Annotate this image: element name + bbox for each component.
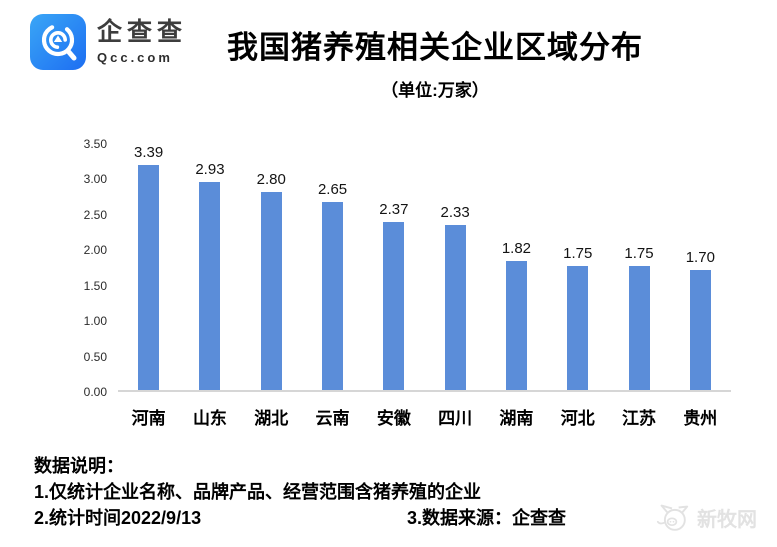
bar [138, 165, 160, 390]
x-axis-label: 湖北 [254, 409, 289, 428]
chart-subtitle: （单位:万家） [381, 81, 489, 100]
note-row: 2.统计时间2022/9/13 3.数据来源：企查查 [34, 505, 566, 531]
plot-area: 3.39 河南 2.93 山东 2.80 湖北 2.65 云南 2.37 安徽 2.33 四川 1.82… [118, 144, 731, 428]
logo-name: 企查查 [97, 17, 188, 46]
title-block: 我国猪养殖相关企业区域分布 （单位:万家） [150, 22, 720, 101]
pig-icon [656, 504, 689, 531]
bar-column: 2.80 湖北 [241, 144, 302, 428]
bar [505, 261, 527, 390]
bar-column: 2.37 安徽 [363, 144, 424, 428]
data-notes: 数据说明： 1.仅统计企业名称、品牌产品、经营范围含猪养殖的企业 2.统计时间2… [34, 453, 566, 531]
logo-domain: Qcc.com [97, 50, 173, 66]
x-axis-label: 云南 [315, 409, 350, 428]
bar-value-label: 1.75 [563, 245, 593, 262]
y-tick-label: 0.50 [83, 349, 107, 364]
bar-column: 3.39 河南 [118, 144, 179, 428]
bar [689, 269, 711, 390]
x-axis-label: 河南 [131, 409, 166, 428]
bar-value-label: 2.80 [256, 170, 286, 188]
bar-column: 2.65 云南 [302, 144, 363, 428]
bar [444, 224, 466, 390]
qcc-logo-icon [30, 14, 86, 70]
x-axis-label: 安徽 [376, 409, 411, 428]
bar-column: 1.82 湖南 [486, 144, 547, 428]
bar [260, 191, 282, 390]
x-axis-label: 四川 [438, 409, 473, 428]
bar-value-label: 2.65 [317, 181, 348, 199]
bar-value-label: 1.82 [501, 240, 532, 258]
y-tick-label: 2.00 [83, 243, 107, 258]
bar-chart: 3.50 3.00 2.50 2.00 1.50 1.00 0.50 0.00 3.39 河南 2… [84, 137, 731, 428]
bar [567, 266, 589, 390]
bar [199, 182, 221, 390]
y-axis: 3.50 3.00 2.50 2.00 1.50 1.00 0.50 0.00 [48, 137, 118, 399]
y-tick-label: 1.50 [83, 278, 107, 293]
note-line-3: 3.数据来源：企查查 [406, 508, 566, 528]
bar-value-label: 2.93 [195, 161, 225, 179]
bar-value-label: 1.70 [685, 248, 715, 266]
y-tick-label: 3.50 [83, 137, 107, 151]
x-axis-label: 山东 [192, 409, 227, 428]
bar-value-label: 2.37 [379, 201, 409, 219]
bar [628, 266, 650, 390]
y-tick-label: 2.50 [83, 207, 107, 222]
bar-value-label: 3.39 [134, 144, 164, 161]
y-tick-label: 1.00 [83, 314, 107, 329]
qcc-logo: 企查查 Qcc.com [30, 14, 187, 70]
bar-column: 2.93 山东 [179, 144, 240, 428]
note-line-1: 1.仅统计企业名称、品牌产品、经营范围含猪养殖的企业 [34, 482, 482, 502]
y-tick-label: 0.00 [83, 385, 107, 399]
bar-column: 1.70 贵州 [670, 144, 731, 428]
bar-column: 2.33 四川 [424, 144, 485, 428]
x-axis-label: 贵州 [683, 409, 718, 428]
x-axis-label: 江苏 [622, 409, 657, 428]
bar-column: 1.75 河北 [547, 144, 608, 428]
bar-value-label: 2.33 [440, 203, 470, 221]
qcc-logo-text: 企查查 Qcc.com [97, 17, 188, 66]
note-line-2: 2.统计时间2022/9/13 [34, 508, 202, 528]
x-axis-label: 河北 [560, 409, 595, 428]
y-tick-label: 3.00 [83, 172, 107, 187]
xinmuwang-watermark: 新牧网 [653, 501, 757, 533]
notes-heading: 数据说明： [34, 456, 124, 476]
watermark-text: 新牧网 [697, 508, 757, 531]
chart-title: 我国猪养殖相关企业区域分布 [227, 30, 643, 65]
bar-column: 1.75 江苏 [608, 144, 669, 428]
bar [322, 202, 344, 390]
bar-value-label: 1.75 [624, 245, 654, 262]
bar [383, 222, 405, 390]
x-axis-label: 湖南 [499, 409, 534, 428]
